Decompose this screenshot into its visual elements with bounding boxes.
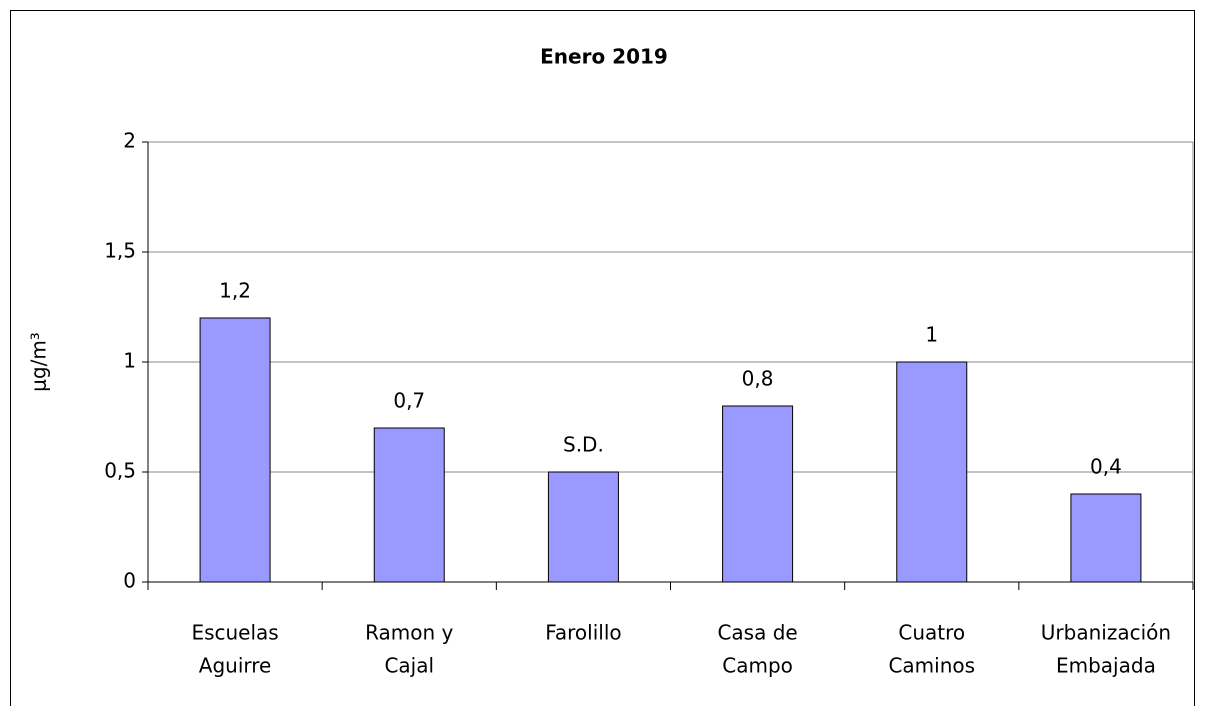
y-tick-label: 1,5 xyxy=(104,239,136,263)
y-tick-label: 0,5 xyxy=(104,459,136,483)
bar xyxy=(547,471,619,583)
bar xyxy=(722,405,794,583)
x-tick-label: Ramon y xyxy=(365,621,453,645)
bar xyxy=(896,361,968,583)
x-tick-label: Escuelas xyxy=(191,621,278,645)
chart-title: Enero 2019 xyxy=(540,45,668,69)
data-label: 0,8 xyxy=(742,367,774,391)
x-tick-label: Cuatro xyxy=(898,621,965,645)
data-label: 0,7 xyxy=(393,389,425,413)
data-label: 0,4 xyxy=(1090,455,1122,479)
x-tick-label: Embajada xyxy=(1056,654,1156,678)
y-tick-label: 2 xyxy=(123,129,136,153)
data-label: S.D. xyxy=(563,433,604,457)
x-tick-label: Farolillo xyxy=(545,621,621,645)
x-tick-label: Campo xyxy=(722,654,793,678)
x-tick-label: Caminos xyxy=(888,654,975,678)
bar xyxy=(1070,493,1142,583)
x-tick-label: Cajal xyxy=(384,654,434,678)
x-tick-label: Urbanización xyxy=(1041,621,1171,645)
x-tick-label: Aguirre xyxy=(199,654,272,678)
chart-frame xyxy=(10,10,1195,706)
y-tick-label: 1 xyxy=(123,349,136,373)
bar xyxy=(199,317,271,583)
data-label: 1 xyxy=(925,323,938,347)
y-tick-label: 0 xyxy=(123,569,136,593)
y-axis-label: μg/m³ xyxy=(27,332,51,392)
x-tick-label: Casa de xyxy=(717,621,797,645)
bar xyxy=(373,427,445,583)
data-label: 1,2 xyxy=(219,279,251,303)
